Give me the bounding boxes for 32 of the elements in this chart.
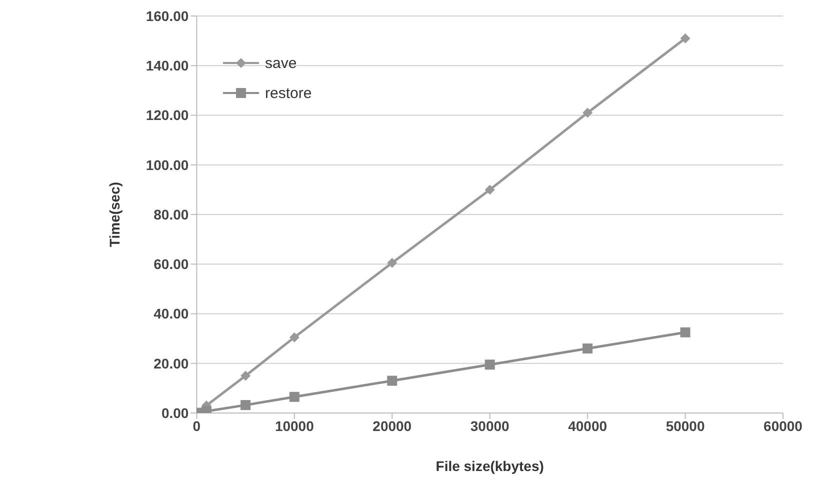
x-tick-label: 10000 xyxy=(274,418,314,434)
point xyxy=(484,360,495,370)
point xyxy=(680,327,690,338)
y-tick-label: 60.00 xyxy=(154,256,189,272)
y-tick-label: 0.00 xyxy=(161,404,189,421)
point xyxy=(387,258,398,268)
point xyxy=(484,184,495,195)
x-tick-label: 20000 xyxy=(372,418,412,434)
point xyxy=(240,370,251,381)
x-tick-label: 30000 xyxy=(470,418,510,434)
x-axis-title: File size(kbytes) xyxy=(436,458,544,474)
point xyxy=(680,33,690,44)
legend-label: restore xyxy=(264,84,312,104)
legend-label: save xyxy=(264,54,298,74)
x-tick-label: 40000 xyxy=(568,418,608,434)
y-tick-label: 20.00 xyxy=(154,355,189,372)
x-tick-label: 0 xyxy=(192,418,201,434)
point xyxy=(582,343,593,354)
y-tick-label: 120.00 xyxy=(146,107,189,124)
x-tick-label: 50000 xyxy=(666,418,705,434)
point xyxy=(240,400,251,410)
y-tick-label: 80.00 xyxy=(154,206,189,222)
point xyxy=(387,376,398,386)
x-tick-label: 60000 xyxy=(764,418,803,434)
y-tick-label: 160.00 xyxy=(146,8,189,24)
point xyxy=(582,108,593,118)
y-tick-label: 100.00 xyxy=(146,156,189,173)
y-tick-label: 40.00 xyxy=(154,306,189,322)
y-tick-label: 140.00 xyxy=(146,58,189,74)
point xyxy=(289,392,300,402)
point xyxy=(289,332,300,342)
y-axis-title: Time(sec) xyxy=(106,182,123,248)
